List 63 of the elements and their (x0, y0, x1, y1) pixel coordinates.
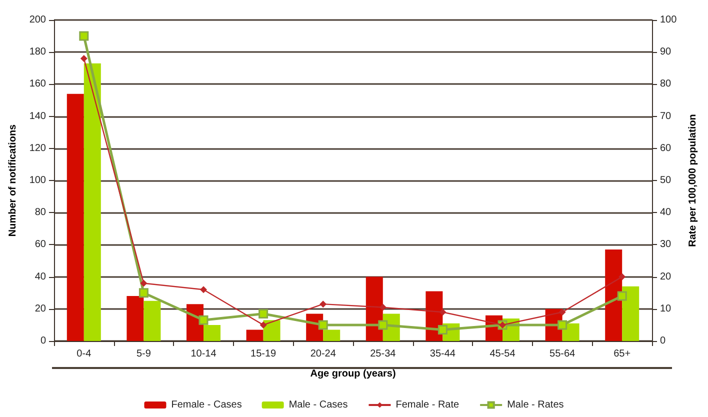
y2-tick-label: 40 (660, 207, 672, 218)
point (320, 300, 327, 308)
point (258, 308, 268, 318)
y-tick-label: 180 (29, 46, 46, 58)
point (558, 320, 568, 330)
bar (246, 330, 264, 341)
point (439, 308, 446, 316)
y2-tick-label: 10 (660, 303, 672, 314)
x-tick-label: 45-54 (490, 348, 516, 360)
y2-tick-label: 100 (660, 14, 678, 26)
bar (126, 296, 144, 341)
point (140, 280, 148, 287)
y-tick-label: 120 (29, 142, 46, 154)
bar (66, 94, 84, 341)
legend-label: Male - Cases (288, 400, 348, 410)
legend-label: Female - Cases (171, 400, 242, 410)
x-tick-label: 55-64 (550, 348, 576, 360)
y2-tick-label: 90 (660, 46, 672, 58)
x-tick-label: 20-24 (310, 348, 336, 360)
y-tick-label: 200 (29, 14, 46, 26)
legend-label: Female - Rate (396, 400, 460, 410)
legend-label: Male - Rates (507, 400, 564, 410)
x-tick-label: 25-34 (370, 348, 396, 360)
point (618, 273, 626, 280)
y2-tick-label: 0 (660, 336, 666, 346)
point (200, 286, 207, 294)
bar (84, 63, 101, 341)
point (80, 55, 88, 62)
y2-tick-label: 20 (660, 271, 672, 282)
y-tick-label: 40 (34, 271, 46, 282)
bar (144, 300, 161, 341)
y2-tick-label: 30 (660, 239, 672, 250)
point (138, 288, 148, 298)
x-tick-label: 5-9 (136, 348, 152, 360)
x-tick-label: 35-44 (430, 348, 456, 360)
point (198, 315, 208, 325)
point (379, 304, 386, 311)
y2-tick-label: 70 (660, 110, 672, 122)
x-tick-label: 65+ (614, 348, 631, 360)
point (617, 291, 627, 301)
y2-axis-title: Rate per 100,000 population (688, 114, 698, 247)
y-tick-label: 0 (40, 336, 46, 346)
x-tick-label: 15-19 (250, 348, 277, 360)
x-axis-title: Age group (years) (310, 368, 396, 380)
point (378, 320, 388, 330)
y-tick-label: 140 (29, 110, 46, 122)
y-tick-label: 160 (29, 78, 46, 90)
y-tick-label: 20 (34, 303, 46, 314)
y-tick-label: 60 (34, 239, 46, 250)
y-tick-label: 100 (29, 175, 46, 186)
x-tick-label: 10-14 (190, 348, 217, 360)
y-tick-label: 80 (34, 207, 46, 218)
point (438, 325, 448, 335)
point (318, 320, 328, 330)
point (79, 31, 89, 41)
point (558, 308, 566, 316)
y2-tick-label: 50 (660, 175, 672, 186)
y-axis-title: Number of notifications (8, 124, 18, 237)
bar (605, 250, 622, 341)
y2-tick-label: 60 (660, 142, 672, 154)
point (260, 321, 267, 328)
y2-tick-label: 80 (660, 78, 672, 90)
x-tick-label: 0-4 (76, 348, 92, 360)
